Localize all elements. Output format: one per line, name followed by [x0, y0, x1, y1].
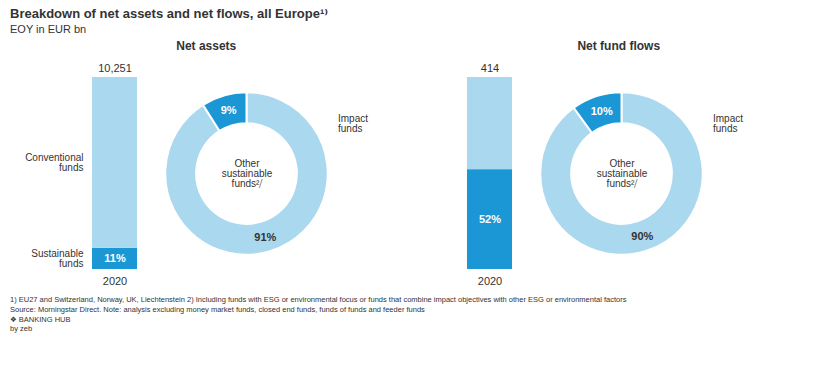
svg-text:414: 414 — [481, 62, 499, 74]
svg-text:2020: 2020 — [478, 275, 502, 287]
html-text:Net fund flows: Net fund flows — [577, 39, 661, 53]
svg-text:Sustainablefunds: Sustainablefunds — [31, 248, 84, 269]
svg-text:10%: 10% — [590, 104, 612, 116]
html-text:by zeb: by zeb — [10, 324, 33, 334]
svg-text:Impactfunds: Impactfunds — [338, 112, 368, 133]
svg-text:Othersustainablefunds²⧸: Othersustainablefunds²⧸ — [596, 158, 647, 189]
svg-text:11%: 11% — [104, 252, 126, 264]
html-text:❖ BANKING HUB: ❖ BANKING HUB — [10, 314, 71, 324]
svg-text:10,251: 10,251 — [98, 62, 132, 74]
svg-text:90%: 90% — [631, 230, 653, 242]
svg-text:Impactfunds: Impactfunds — [713, 112, 743, 133]
svg-text:Othersustainablefunds²⧸: Othersustainablefunds²⧸ — [221, 158, 272, 189]
html-text:1) EU27 and Switzerland, Norwa: 1) EU27 and Switzerland, Norway, UK, Lie… — [10, 295, 627, 304]
html-text:Source: Morningstar Direct. No: Source: Morningstar Direct. Note: analys… — [10, 304, 425, 314]
html-text:Net assets: Net assets — [176, 39, 237, 53]
svg-text:52%: 52% — [479, 213, 501, 225]
svg-text:Conventionalfunds: Conventionalfunds — [25, 152, 83, 173]
svg-text:9%: 9% — [220, 104, 236, 116]
html-text:Breakdown of net assets and ne: Breakdown of net assets and net flows, a… — [10, 6, 328, 21]
html-text:EOY in EUR bn: EOY in EUR bn — [10, 23, 87, 35]
svg-text:2020: 2020 — [103, 275, 127, 287]
svg-text:91%: 91% — [254, 230, 276, 242]
